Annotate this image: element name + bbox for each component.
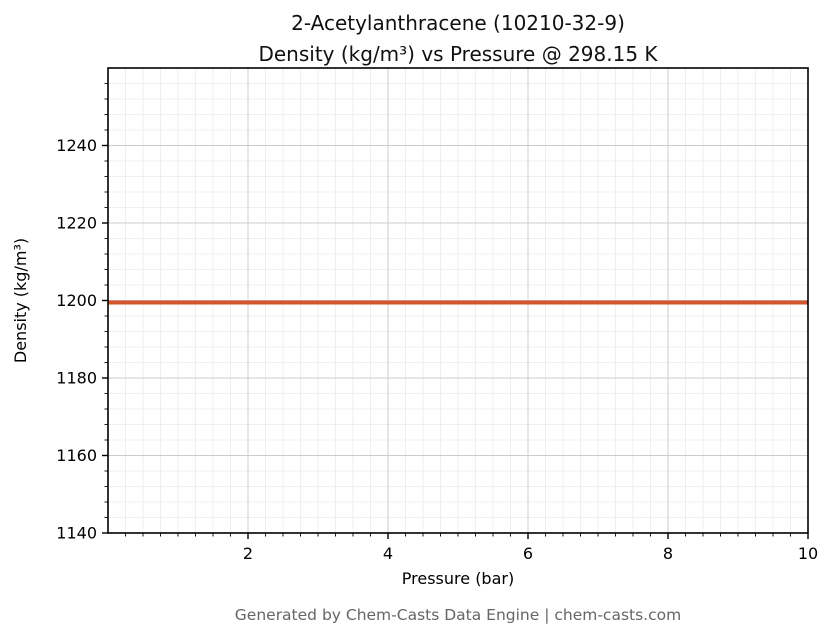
tick-labels: 2 4 6 8 10 1140 1160 1180 1200 1220 1240 [56, 136, 818, 563]
x-axis-label: Pressure (bar) [402, 569, 514, 588]
y-tick-label: 1140 [56, 524, 97, 543]
x-tick-label: 2 [243, 544, 253, 563]
y-tick-label: 1220 [56, 214, 97, 233]
chart-title-block: 2-Acetylanthracene (10210-32-9) Density … [108, 8, 808, 70]
y-tick-label: 1240 [56, 136, 97, 155]
x-tick-label: 4 [383, 544, 393, 563]
x-tick-label: 10 [798, 544, 818, 563]
x-tick-label: 6 [523, 544, 533, 563]
y-tick-label: 1180 [56, 369, 97, 388]
footer-credit: Generated by Chem-Casts Data Engine | ch… [234, 606, 682, 624]
chart-title: 2-Acetylanthracene (10210-32-9) [291, 11, 625, 35]
y-tick-label: 1160 [56, 446, 97, 465]
y-axis-label: Density (kg/m³) [11, 238, 30, 363]
y-tick-label: 1200 [56, 291, 97, 310]
x-tick-label: 8 [663, 544, 673, 563]
chart-subtitle: Density (kg/m³) vs Pressure @ 298.15 K [258, 42, 658, 66]
axis-ticks [102, 83, 809, 539]
